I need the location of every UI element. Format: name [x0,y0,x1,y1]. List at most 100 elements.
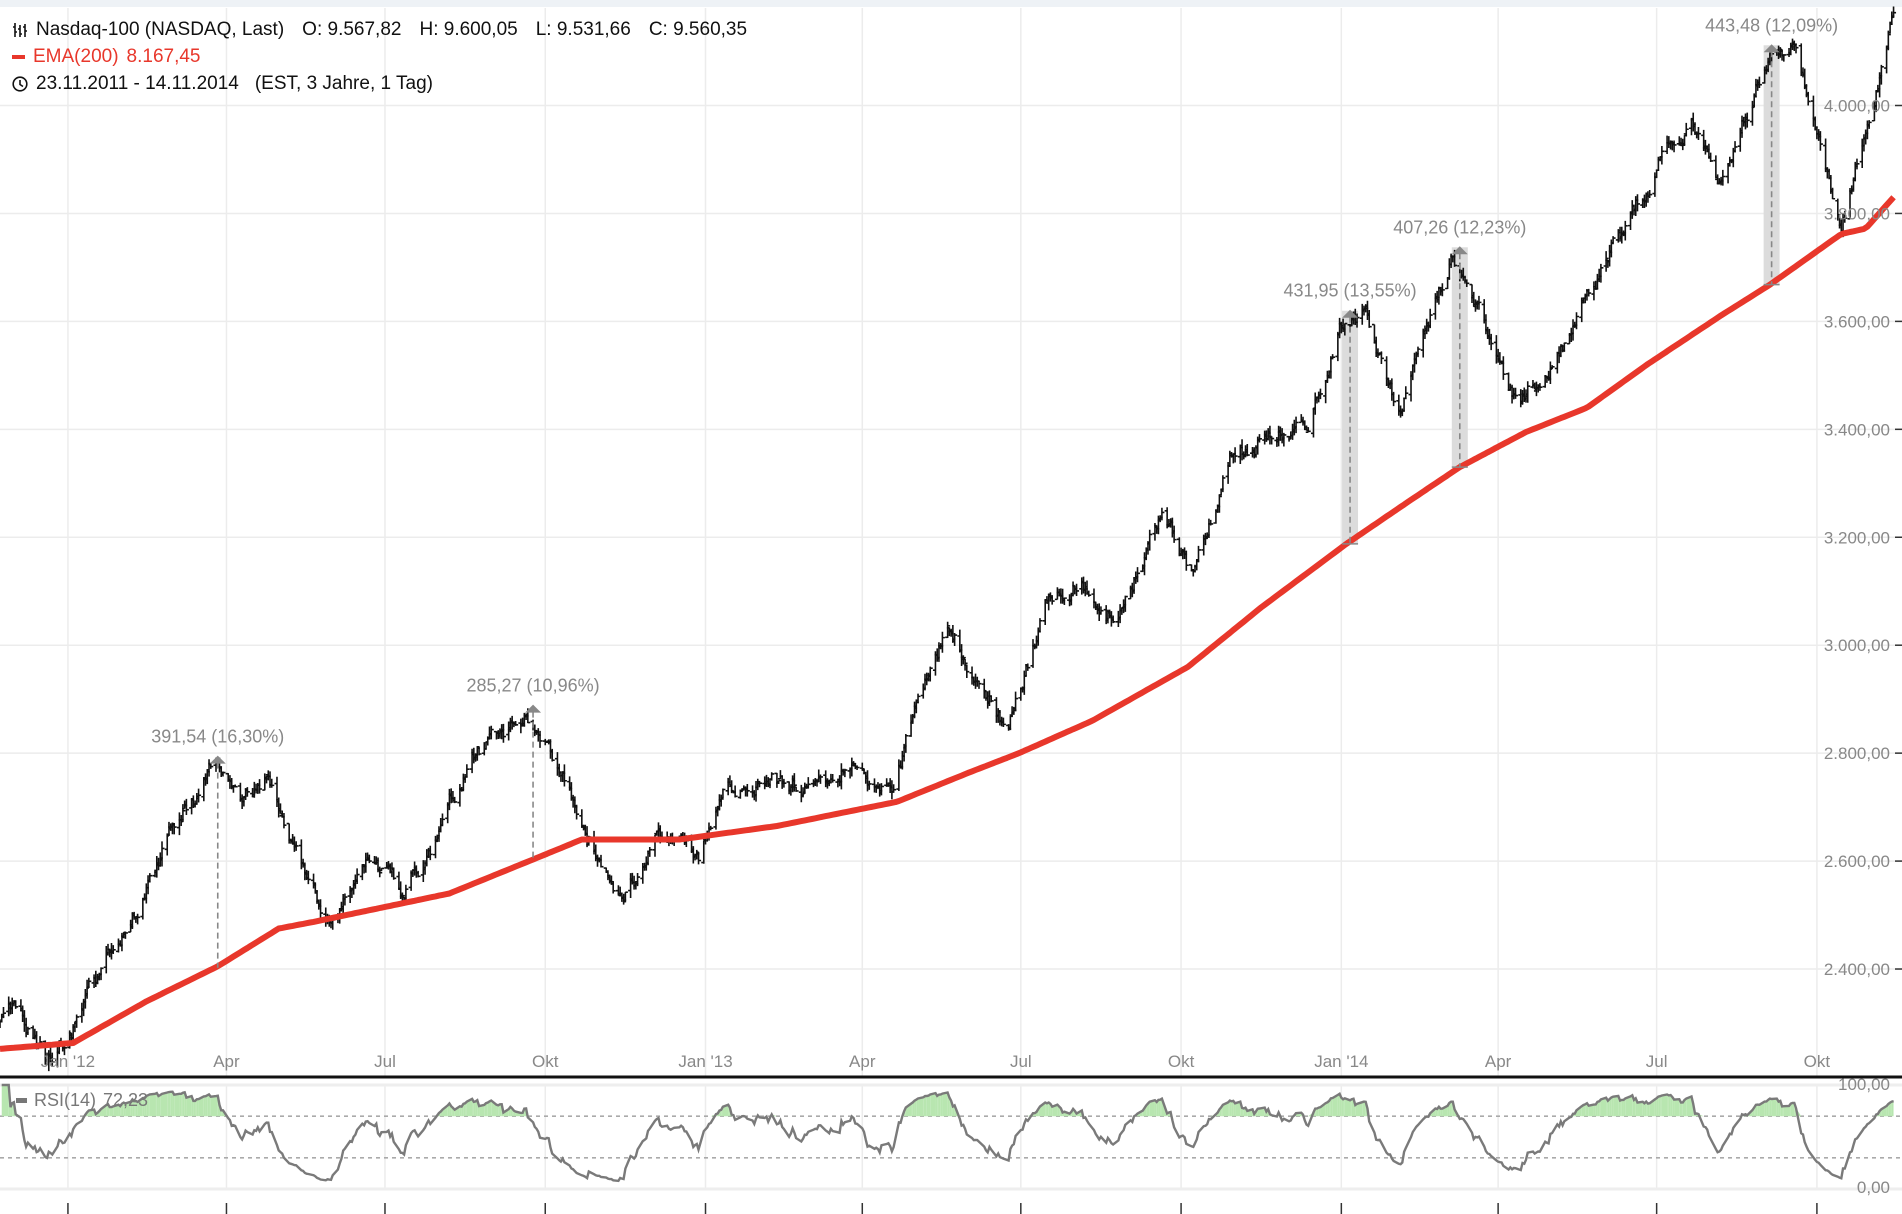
ohlc-bar [1171,525,1177,543]
ohlc-bar [1586,288,1592,297]
rsi-overbought-fill [475,1100,478,1117]
rsi-overbought-fill [1782,1106,1784,1117]
ohlc-bar [1220,475,1226,493]
rsi-overbought-fill [186,1096,192,1117]
ohlc-bar [427,845,433,861]
rsi-overbought-fill [916,1098,919,1117]
rsi-overbought-fill [1052,1104,1058,1117]
time-tick-label: Apr [849,1052,876,1071]
ohlc-bar [744,783,750,797]
rsi-overbought-fill [1623,1098,1626,1117]
ohlc-bar [1598,263,1604,283]
measure-label: 391,54 (16,30%) [151,727,284,747]
rsi-overbought-fill [162,1092,168,1117]
ohlc-bar [293,841,299,851]
ema-label: EMA(200) [33,46,119,67]
rsi-overbought-fill [1222,1102,1229,1117]
ohlc-bar [391,867,397,880]
rsi-overbought-fill [484,1103,487,1117]
ohlc-bar [1817,131,1823,151]
ohlc-bar [1634,194,1640,212]
rsi-overbought-fill [935,1093,938,1117]
rsi-overbought-fill [210,1096,217,1117]
measure-arrow-icon [1342,309,1359,318]
ohlc-bar [232,784,238,788]
ohlc-bar [269,778,275,788]
rsi-overbought-fill [1682,1099,1685,1117]
ohlc-bar [1884,46,1890,74]
high-value: H: 9.600,05 [419,19,518,40]
rsi-overbought-fill [1154,1100,1157,1117]
time-tick-label: Jan '13 [678,1052,732,1071]
rsi-overbought-fill [216,1095,218,1117]
rsi-overbought-fill [203,1096,206,1117]
ohlc-bar [1415,346,1421,358]
ohlc-bar [988,695,994,703]
ohlc-bar [1135,567,1141,583]
rsi-overbought-fill [498,1104,500,1117]
rsi-overbought-fill [487,1101,490,1117]
ohlc-bar [1891,6,1897,19]
ohlc-bar [603,867,609,872]
ohlc-bar [952,632,958,646]
rsi-overbought-fill [207,1094,210,1117]
rsi-overbought-fill [923,1096,926,1117]
rsi-overbought-fill [155,1092,157,1117]
price-tick-label: 3.200,00 [1824,528,1890,547]
ohlc-bar [500,723,506,743]
ohlc-bar [1513,387,1519,399]
rsi-overbought-fill [1766,1099,1769,1117]
rsi-overbought-fill [1362,1101,1364,1117]
rsi-overbought-fill [123,1102,126,1117]
ohlc-bar [159,841,165,867]
rsi-overbought-fill [1783,1105,1790,1117]
rsi-overbought-fill [172,1091,175,1117]
price-tick-label: 2.400,00 [1824,960,1890,979]
ohlc-bar [805,777,811,788]
rsi-overbought-fill [1768,1098,1770,1117]
rsi-overbought-fill [1646,1101,1648,1117]
rsi-overbought-fill [134,1101,136,1117]
rsi-overbought-fill [1156,1099,1159,1117]
open-value: O: 9.567,82 [302,19,402,40]
ohlc-bar [1574,312,1580,330]
rsi-overbought-fill [109,1107,112,1117]
rsi-overbought-fill [914,1099,917,1117]
rsi-overbought-fill [447,1103,450,1117]
rsi-overbought-fill [181,1092,183,1117]
time-tick-label: Apr [1485,1052,1512,1071]
ohlc-bar [976,680,982,689]
ohlc-bar [1683,122,1689,137]
rsi-overbought-fill [473,1101,476,1117]
rsi-legend[interactable]: RSI(14) 72,23 [16,1090,148,1111]
ohlc-bar [415,870,421,878]
ohlc-bar [1025,663,1031,671]
rsi-value: 72,23 [103,1090,149,1110]
rsi-overbought-fill [1606,1097,1608,1117]
grid [0,8,1902,1189]
ohlc-bar [1659,145,1665,165]
rsi-overbought-fill [1656,1096,1659,1117]
ohlc-bar [781,778,787,788]
ema-legend-row[interactable]: EMA(200) 8.167,45 [12,43,757,70]
ohlc-bar [842,768,848,778]
ohlc-bar [135,913,141,925]
rsi-overbought-fill [486,1102,488,1117]
rsi-overbought-fill [925,1096,927,1117]
ohlc-bar [964,664,970,679]
rsi-overbought-fill [130,1099,133,1117]
ohlc-bar [793,786,799,792]
ohlc-bar [1671,140,1677,153]
ohlc-bar [122,932,128,939]
rsi-overbought-fill [1790,1102,1793,1117]
rsi-overbought-fill [1327,1100,1330,1117]
ohlc-bar [1007,715,1013,731]
ohlc-bar [1549,365,1555,370]
rsi-overbought-fill [1588,1104,1594,1117]
ohlc-bar [708,825,714,829]
rsi-overbought-fill [3,1085,9,1117]
ohlc-bar [1196,545,1201,563]
rsi-label: RSI(14) [34,1090,97,1110]
measure-arrow-icon [209,755,226,764]
